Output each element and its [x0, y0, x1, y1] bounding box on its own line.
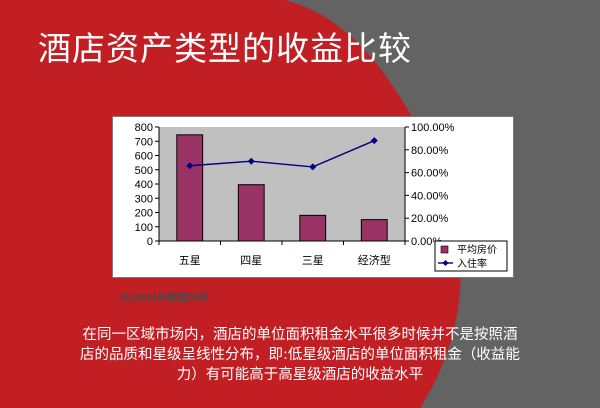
left-axis-ticks: 0 100 200 300 400 500 600 700 800 [135, 122, 159, 248]
x-tick-label: 经济型 [358, 253, 391, 267]
right-tick-label: 20.00% [411, 213, 449, 225]
left-tick-label: 100 [135, 222, 153, 234]
bar-五星 [176, 134, 204, 242]
occupancy-point-四星 [247, 157, 255, 165]
right-tick-label: 100.00% [411, 122, 455, 134]
x-tick-label: 五星 [179, 254, 201, 267]
background-grey-panel [285, 0, 600, 408]
occupancy-point-三星 [309, 163, 317, 171]
right-tick-label: 40.00% [411, 190, 449, 202]
left-tick-label: 500 [135, 165, 153, 177]
occupancy-point-五星 [186, 162, 194, 170]
bar-series [176, 134, 388, 242]
slide-title: 酒店资产类型的收益比较 [38, 29, 412, 68]
x-tick-label: 四星 [240, 254, 262, 267]
left-tick-label: 200 [135, 208, 153, 220]
left-tick-label: 400 [135, 179, 153, 191]
legend-line-label: 入住率 [457, 257, 487, 270]
right-tick-label: 60.00% [411, 168, 449, 180]
legend-bar-label: 平均房价 [457, 243, 497, 256]
occupancy-line [189, 140, 375, 168]
x-tick-label: 三星 [302, 254, 324, 267]
left-tick-label: 0 [147, 236, 153, 248]
line-series [186, 137, 378, 171]
right-axis-ticks: 0.00%20.00%40.00%60.00%80.00%100.00% [405, 122, 455, 248]
source-note: 以2004年数据为例 [120, 293, 208, 304]
body-paragraph: 在同一区域市场内，酒店的单位面积租金水平很多时候并不是按照酒店的品质和星级呈线性… [80, 327, 520, 383]
left-tick-label: 800 [135, 122, 153, 134]
bar-三星 [299, 214, 327, 242]
left-tick-label: 300 [135, 193, 153, 205]
legend-line-marker [442, 260, 449, 266]
occupancy-point-经济型 [370, 137, 378, 145]
left-tick-label: 600 [135, 151, 153, 163]
right-tick-label: 80.00% [411, 145, 449, 157]
legend-bar-swatch [440, 245, 449, 254]
x-axis-ticks: 五星 四星 三星 经济型 [158, 241, 406, 267]
bar-经济型 [360, 219, 388, 242]
left-tick-label: 700 [135, 136, 153, 148]
legend: 平均房价 入住率 [434, 240, 508, 272]
bar-四星 [237, 184, 265, 242]
chart-frame: 0 100 200 300 400 500 600 700 800 0.00% 20.00% 40.… [112, 116, 514, 278]
